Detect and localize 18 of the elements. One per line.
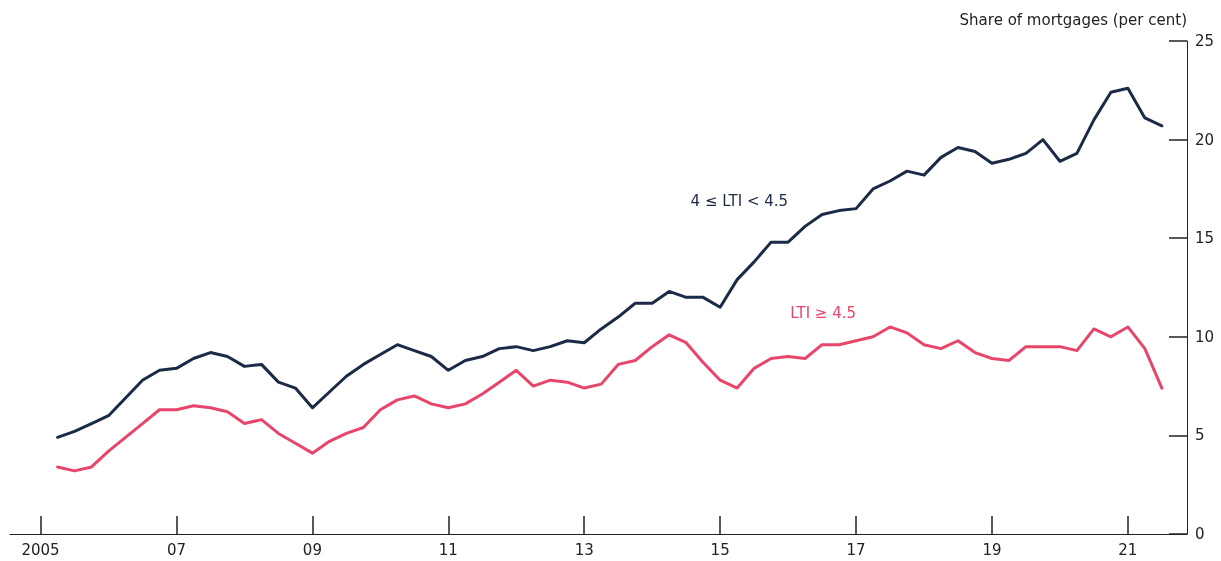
series-label: 4 ≤ LTI < 4.5 bbox=[690, 191, 789, 210]
series-label: LTI ≥ 4.5 bbox=[790, 304, 857, 323]
x-tick-label: 17 bbox=[846, 540, 866, 559]
x-tick-label: 13 bbox=[574, 540, 594, 559]
y-tick-label: 25 bbox=[1195, 32, 1215, 50]
x-tick-label: 07 bbox=[166, 540, 187, 559]
y-axis-title: Share of mortgages (per cent) bbox=[959, 10, 1187, 29]
x-tick-label: 15 bbox=[710, 540, 730, 559]
x-tick-label: 09 bbox=[302, 540, 322, 559]
y-tick-label: 15 bbox=[1195, 229, 1215, 248]
x-tick-label: 21 bbox=[1118, 540, 1138, 559]
x-tick-label: 2005 bbox=[21, 540, 60, 559]
y-tick-label: 10 bbox=[1195, 327, 1215, 346]
y-tick-label: 0 bbox=[1195, 525, 1205, 543]
x-tick-label: 19 bbox=[982, 540, 1002, 559]
x-tick-label: 11 bbox=[438, 540, 458, 559]
y-tick-label: 20 bbox=[1195, 130, 1215, 149]
y-tick-label: 5 bbox=[1195, 426, 1205, 445]
